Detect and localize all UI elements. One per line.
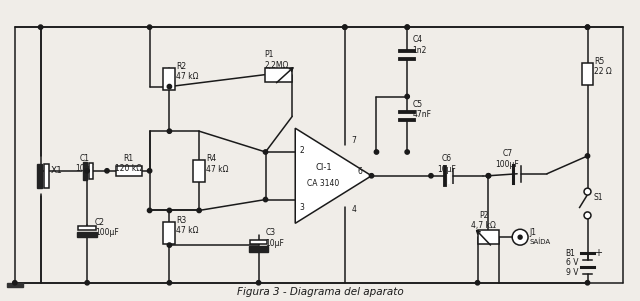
Text: R5
22 Ω: R5 22 Ω	[595, 57, 612, 76]
Circle shape	[586, 281, 589, 285]
Circle shape	[405, 94, 410, 99]
Text: S1: S1	[593, 193, 603, 202]
Text: C7
100μF: C7 100μF	[495, 149, 519, 169]
Bar	[89, 163, 93, 179]
Circle shape	[147, 208, 152, 213]
Text: C4
1n2: C4 1n2	[412, 35, 426, 55]
Bar	[448, 168, 450, 184]
Circle shape	[167, 281, 172, 285]
Circle shape	[584, 212, 591, 219]
Circle shape	[584, 188, 591, 195]
Circle shape	[586, 25, 589, 29]
Circle shape	[342, 25, 347, 29]
Circle shape	[167, 243, 172, 247]
Text: 4: 4	[352, 205, 356, 214]
Text: B1: B1	[566, 249, 575, 258]
Bar	[37, 164, 42, 188]
Text: +: +	[595, 248, 602, 258]
Circle shape	[147, 169, 152, 173]
Circle shape	[38, 25, 43, 29]
Circle shape	[476, 281, 480, 285]
Text: R3
47 kΩ: R3 47 kΩ	[177, 216, 199, 235]
Circle shape	[429, 174, 433, 178]
Circle shape	[374, 150, 379, 154]
Text: 6 V: 6 V	[566, 259, 578, 268]
Bar	[250, 240, 268, 244]
Text: 6: 6	[358, 167, 362, 176]
Circle shape	[486, 174, 491, 178]
Text: 9 V: 9 V	[566, 268, 578, 277]
Circle shape	[405, 25, 410, 29]
Circle shape	[518, 235, 522, 239]
Circle shape	[486, 174, 491, 178]
Circle shape	[512, 229, 528, 245]
Text: 2: 2	[299, 145, 304, 154]
Bar	[193, 160, 205, 182]
Circle shape	[342, 25, 347, 29]
Circle shape	[263, 197, 268, 202]
Text: CA 3140: CA 3140	[307, 179, 340, 188]
Text: R2
47 kΩ: R2 47 kΩ	[177, 62, 199, 82]
Text: C6
10μF: C6 10μF	[437, 154, 456, 174]
Bar	[163, 222, 175, 244]
Text: C1
10μF: C1 10μF	[75, 154, 93, 173]
Bar	[83, 162, 87, 180]
Bar	[264, 68, 292, 82]
Text: R1
120 kΩ: R1 120 kΩ	[115, 154, 142, 173]
Text: 3: 3	[299, 203, 304, 212]
Bar	[78, 226, 96, 230]
Bar	[477, 230, 499, 244]
Text: CI-1: CI-1	[315, 163, 332, 172]
Polygon shape	[295, 128, 372, 223]
Circle shape	[147, 25, 152, 29]
Circle shape	[13, 281, 17, 285]
Text: X1: X1	[51, 166, 62, 175]
Circle shape	[167, 208, 172, 213]
Circle shape	[197, 208, 202, 213]
Text: J1: J1	[529, 228, 536, 237]
Circle shape	[167, 129, 172, 133]
Circle shape	[13, 281, 17, 284]
Text: C2
100μF: C2 100μF	[95, 218, 119, 237]
Text: SAÍDA: SAÍDA	[529, 239, 550, 245]
Text: 7: 7	[352, 135, 356, 144]
Circle shape	[586, 154, 589, 158]
Bar	[116, 166, 141, 176]
Circle shape	[85, 169, 90, 173]
Text: C3
10μF: C3 10μF	[266, 228, 284, 248]
Bar	[77, 232, 97, 237]
Text: R4
47 kΩ: R4 47 kΩ	[206, 154, 228, 174]
Bar	[44, 164, 49, 188]
Circle shape	[263, 150, 268, 154]
Circle shape	[257, 281, 260, 285]
Circle shape	[167, 84, 172, 89]
Circle shape	[405, 150, 410, 154]
Bar	[249, 246, 268, 252]
Text: P1
2,2MΩ: P1 2,2MΩ	[264, 50, 289, 70]
Circle shape	[369, 174, 374, 178]
Bar	[7, 283, 23, 287]
Text: Figura 3 - Diagrama del aparato: Figura 3 - Diagrama del aparato	[237, 287, 403, 297]
Text: C5
47nF: C5 47nF	[412, 100, 431, 119]
Circle shape	[405, 25, 410, 29]
Circle shape	[586, 25, 589, 29]
Bar	[582, 63, 593, 85]
Bar	[163, 68, 175, 90]
Circle shape	[105, 169, 109, 173]
Circle shape	[85, 281, 90, 285]
Text: P2
4,7 kΩ: P2 4,7 kΩ	[471, 211, 496, 230]
